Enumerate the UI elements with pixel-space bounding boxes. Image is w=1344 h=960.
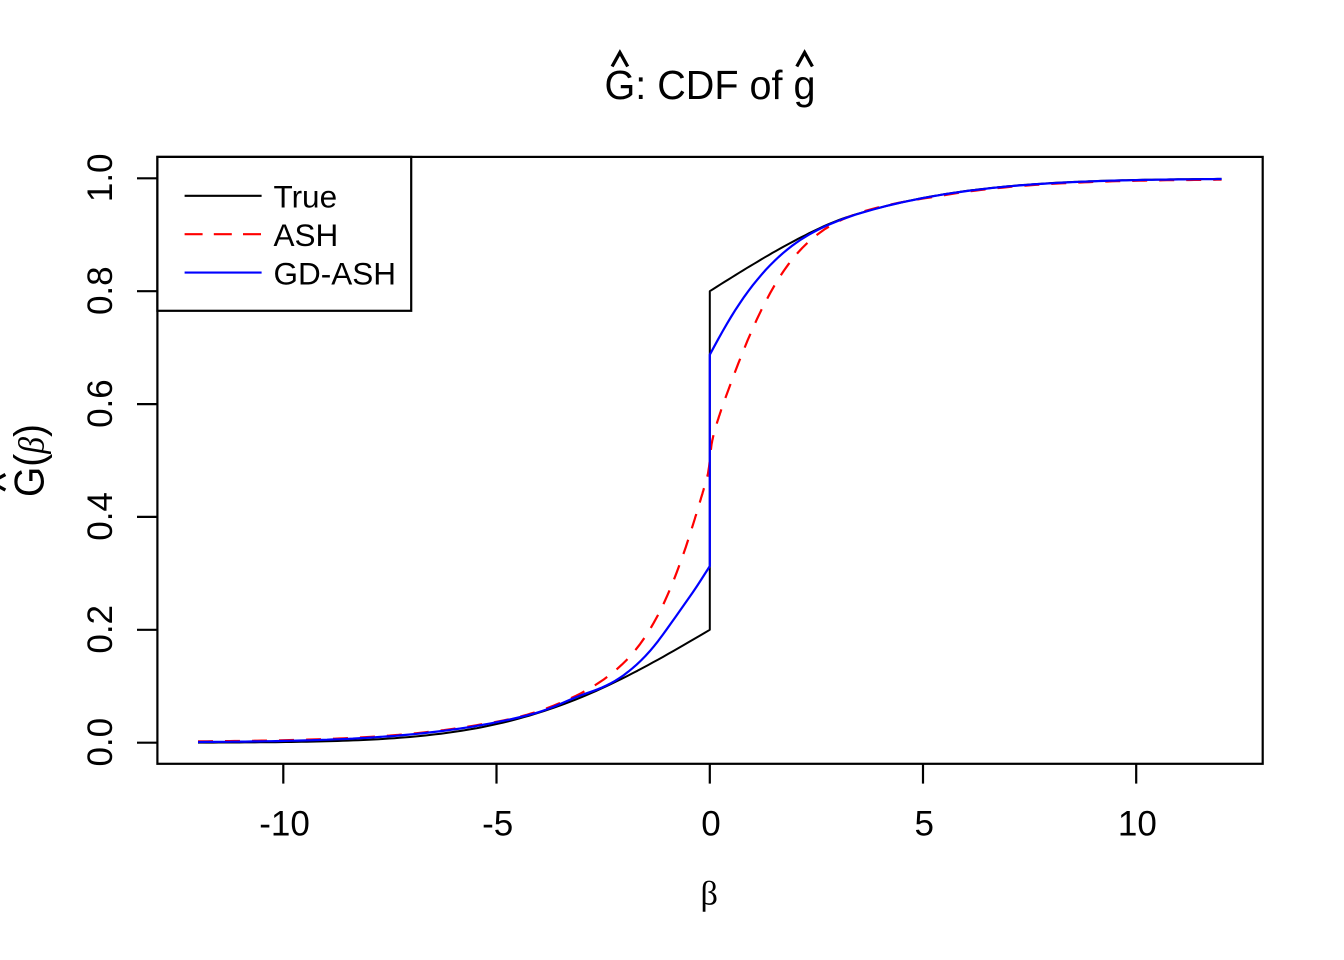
svg-text:G(β): G(β) [5, 424, 52, 497]
svg-text:0.6: 0.6 [81, 379, 120, 428]
svg-text:β: β [696, 875, 722, 913]
svg-text:0.4: 0.4 [81, 492, 120, 541]
svg-text:GD-ASH: GD-ASH [274, 255, 397, 291]
svg-text:0.2: 0.2 [81, 605, 120, 654]
svg-text:-10: -10 [259, 805, 310, 844]
svg-text:ASH: ASH [274, 217, 339, 253]
svg-text:G: CDF of g: G: CDF of g [605, 62, 816, 108]
svg-text:10: 10 [1118, 805, 1157, 844]
svg-text:1.0: 1.0 [81, 153, 120, 202]
svg-text:0.8: 0.8 [81, 266, 120, 315]
svg-text:-5: -5 [482, 805, 513, 844]
svg-text:0: 0 [701, 805, 720, 844]
svg-text:5: 5 [914, 805, 933, 844]
svg-text:True: True [274, 179, 338, 215]
svg-text:0.0: 0.0 [81, 718, 120, 767]
